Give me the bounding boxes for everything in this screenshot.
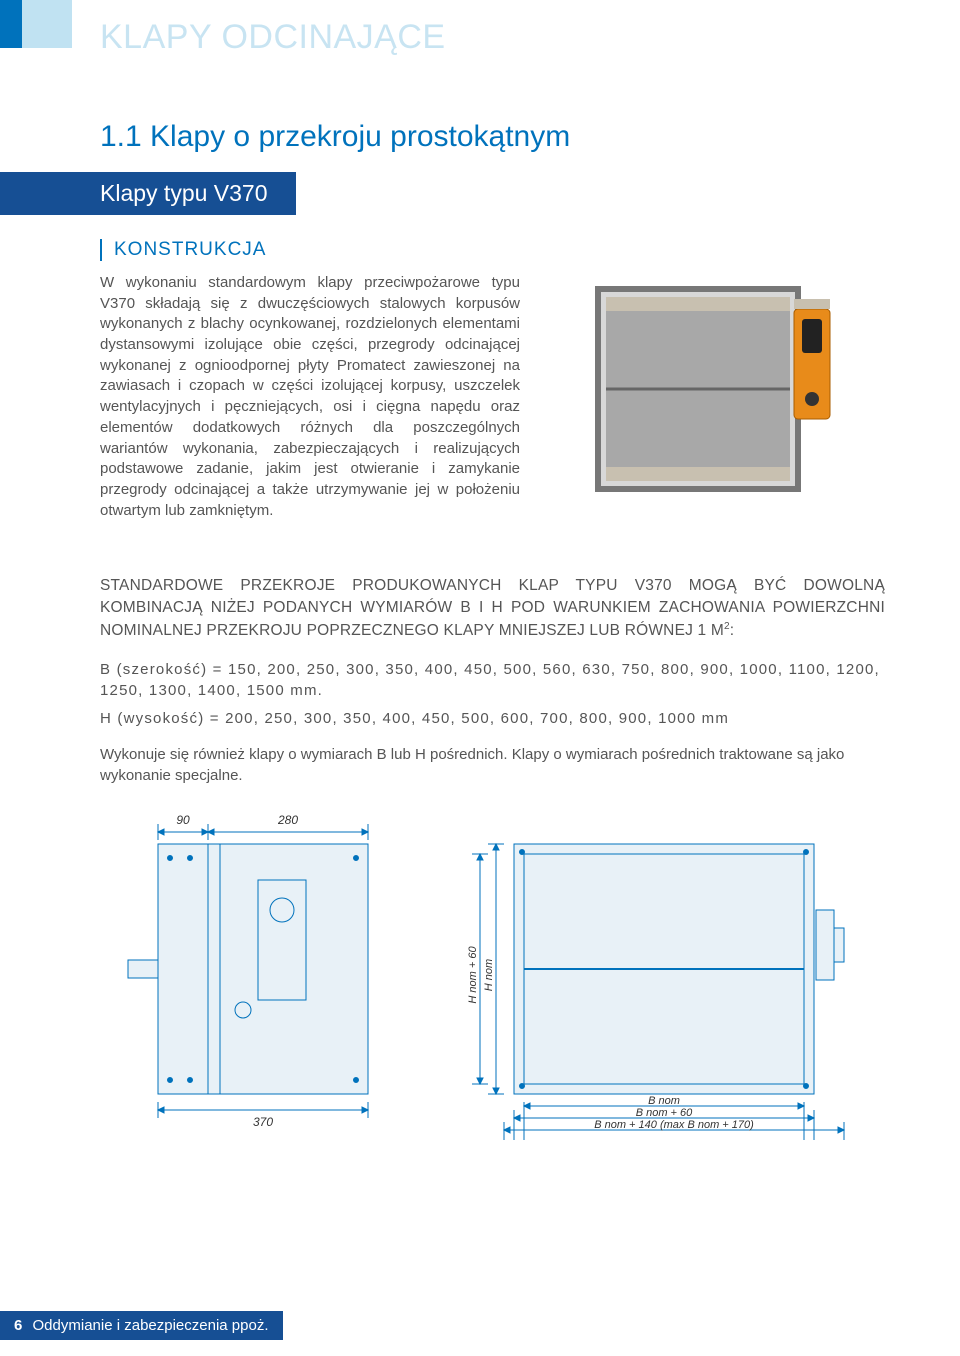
subtitle-bar: Klapy typu V370 — [0, 172, 296, 215]
intro-left-column: KONSTRUKCJA W wykonaniu standardowym kla… — [100, 239, 520, 549]
dim-hnom60: H nom + 60 — [467, 945, 479, 1003]
konstrukcja-heading: KONSTRUKCJA — [100, 239, 520, 261]
page-number: 6 — [14, 1317, 22, 1334]
technical-drawings: 90 280 370 — [100, 810, 885, 1140]
category-title: KLAPY ODCINAJĄCE — [100, 18, 446, 57]
standard-intro-suffix: : — [730, 622, 735, 639]
tab-accent-dark — [0, 0, 22, 48]
special-note: Wykonuje się również klapy o wymiarach B… — [100, 744, 885, 786]
h-dimension-line: H (wysokość) = 200, 250, 300, 350, 400, … — [100, 708, 885, 730]
dim-370: 370 — [252, 1115, 272, 1129]
tab-accent-light — [22, 0, 72, 48]
intro-right-column — [540, 239, 885, 549]
b-dimension-line: B (szerokość) = 150, 200, 250, 300, 350,… — [100, 659, 885, 703]
dim-bnom60: B nom + 60 — [635, 1107, 692, 1119]
standard-intro-text: STANDARDOWE PRZEKROJE PRODUKOWANYCH KLAP… — [100, 577, 885, 639]
dim-bnom140: B nom + 140 (max B nom + 170) — [594, 1119, 754, 1131]
drawing-front-view: H nom + 60 H nom B nom B nom + 60 B nom … — [458, 810, 868, 1140]
dim-hnom: H nom — [483, 959, 495, 991]
product-photo — [558, 239, 868, 549]
section-number-title: 1.1 Klapy o przekroju prostokątnym — [100, 120, 885, 154]
konstrukcja-body: W wykonaniu standardowym klapy przeciwpo… — [100, 273, 520, 521]
dim-bnom: B nom — [648, 1095, 680, 1107]
dim-90: 90 — [176, 813, 190, 827]
standard-intro: STANDARDOWE PRZEKROJE PRODUKOWANYCH KLAP… — [100, 575, 885, 643]
header-tabs — [0, 0, 72, 48]
dim-280: 280 — [276, 813, 297, 827]
footer-title: Oddymianie i zabezpieczenia ppoż. — [33, 1317, 269, 1334]
subtitle-bar-wrap: Klapy typu V370 — [0, 172, 885, 215]
page-content: 1.1 Klapy o przekroju prostokątnym Klapy… — [100, 120, 885, 1140]
intro-two-column: KONSTRUKCJA W wykonaniu standardowym kla… — [100, 239, 885, 549]
drawing-side-view: 90 280 370 — [118, 810, 398, 1140]
footer-bar: 6 Oddymianie i zabezpieczenia ppoż. — [0, 1311, 283, 1340]
